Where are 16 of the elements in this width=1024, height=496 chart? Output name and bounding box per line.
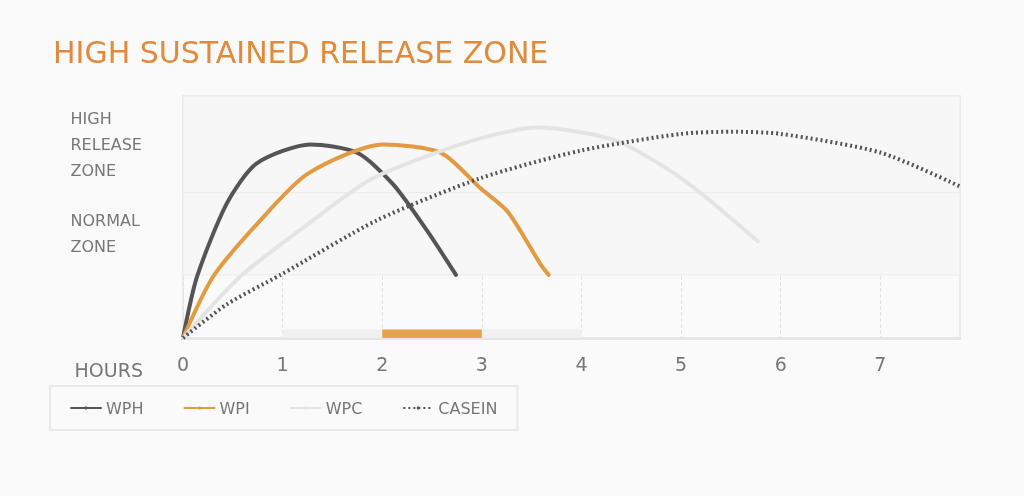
x-tick-label: 2: [376, 352, 389, 375]
chart-title: HIGH SUSTAINED RELEASE ZONE: [53, 34, 549, 70]
x-tick-label: 6: [774, 352, 787, 375]
x-tick-label: 0: [176, 352, 190, 375]
band-label: NORMAL ZONE: [70, 211, 145, 257]
legend-label: CASEIN: [438, 398, 498, 418]
x-axis-title: HOURS: [74, 358, 143, 381]
legend-label: WPH: [106, 398, 144, 418]
x-tick-label: 4: [575, 352, 588, 375]
x-tick-label: 3: [475, 352, 488, 375]
legend-label: WPI: [219, 398, 250, 418]
band-label: HIGH RELEASE ZONE: [70, 108, 148, 180]
x-tick-label: 7: [874, 352, 887, 375]
legend-label: WPC: [325, 398, 363, 418]
x-tick-label: 5: [675, 352, 688, 375]
x-tick-label: 1: [276, 352, 289, 375]
